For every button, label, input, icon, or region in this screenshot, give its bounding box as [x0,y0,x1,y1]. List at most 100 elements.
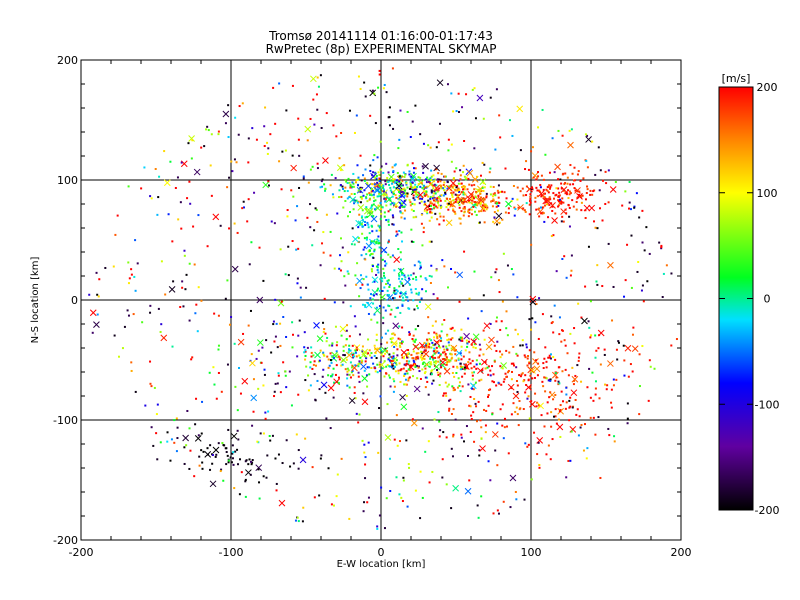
data-point [241,207,244,210]
data-point-cross [467,191,475,198]
data-point [481,186,484,189]
data-point-cross [445,219,453,227]
data-point [208,371,211,374]
data-point-cross [551,217,558,224]
data-point [130,273,133,276]
data-point [352,374,355,377]
data-point [483,203,486,206]
data-point [292,195,295,198]
data-point [427,199,430,202]
data-point [560,220,563,223]
data-point [451,371,454,374]
data-point [232,463,235,466]
data-point-cross [433,184,440,192]
data-point [360,254,363,257]
data-point [424,290,427,293]
data-point [225,451,228,454]
data-point [513,214,516,217]
data-point [610,388,613,391]
data-point [329,184,332,187]
data-point [267,410,270,413]
data-point [538,466,541,469]
data-point [541,206,544,209]
data-point [351,227,354,230]
data-point [424,186,427,189]
data-point [401,299,404,302]
data-point [594,356,597,359]
data-point [242,200,245,203]
data-point-cross [384,434,392,441]
data-point-cross [445,184,453,192]
x-tick-labels: -200 -100 0 100 200 [69,546,692,559]
data-point [485,409,488,412]
data-point [414,190,417,193]
data-point [339,269,342,272]
data-point [504,211,507,214]
data-point [405,192,408,195]
data-point [297,247,300,250]
data-point [445,356,448,359]
data-point [372,196,375,199]
data-point [376,321,379,324]
data-point [387,329,390,332]
data-point [495,202,498,205]
data-point [456,195,459,198]
data-point [398,198,401,201]
data-point [372,362,375,365]
data-point [525,160,528,163]
colorbar-label: [m/s] [722,72,751,85]
data-point [272,323,275,326]
data-point [349,305,352,308]
data-point [387,171,390,174]
data-point [562,220,565,223]
data-point [389,179,392,182]
data-point [391,297,394,300]
data-point [474,203,477,206]
data-point [248,458,251,461]
data-point [470,367,473,370]
data-point [399,311,402,314]
data-point [471,88,474,91]
data-point [544,153,547,156]
data-point [299,296,302,299]
data-point [534,196,537,199]
data-point [437,351,440,354]
data-point [370,352,373,355]
data-point [313,373,316,376]
data-point [395,359,398,362]
data-point [445,345,448,348]
data-point [525,194,528,197]
data-point [403,175,406,178]
data-point [354,351,357,354]
data-point [428,204,431,207]
data-point [98,278,101,281]
data-point [385,365,388,368]
data-point [363,369,366,372]
data-point [385,91,388,94]
data-point [450,327,453,330]
data-point [214,455,217,458]
data-point [601,219,604,222]
x-tick-label: 200 [671,546,692,559]
data-point [367,441,370,444]
data-point [319,74,322,77]
data-point [473,183,476,186]
data-point [458,381,461,384]
data-point [628,180,631,183]
data-point [377,239,380,242]
data-point [439,215,442,218]
data-point [447,208,450,211]
data-point [439,346,442,349]
data-point [492,198,495,201]
data-point [589,300,592,303]
data-point [419,261,422,264]
data-point [307,181,310,184]
data-point [378,180,381,183]
data-point [573,166,576,169]
data-point [573,342,576,345]
data-point [121,347,124,350]
data-point [382,274,385,277]
data-point [551,209,554,212]
data-point [495,349,498,352]
data-point [406,296,409,299]
